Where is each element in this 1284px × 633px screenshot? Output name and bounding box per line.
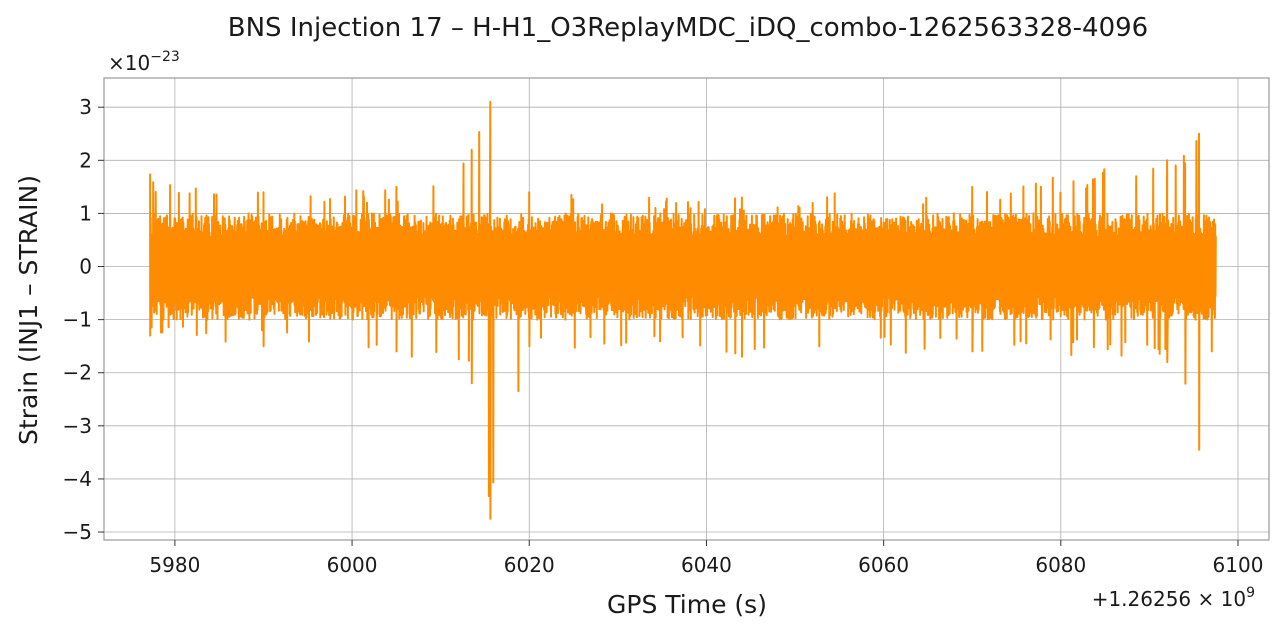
- strain-series: [149, 100, 1217, 520]
- y-tick-label: −2: [63, 361, 92, 385]
- y-multiplier-exponent: −23: [150, 49, 180, 65]
- y-multiplier: ×10−23: [108, 49, 180, 75]
- x-offset: +1.26256 × 109: [1092, 585, 1255, 611]
- y-tick-label: −4: [63, 467, 92, 491]
- y-tick-label: −1: [63, 308, 92, 332]
- y-tick-label: −5: [63, 520, 92, 544]
- x-tick-label: 6000: [327, 553, 378, 577]
- y-tick-label: 3: [79, 95, 92, 119]
- x-ticks: 5980 6000 6020 6040 6060 6080 6100: [149, 540, 1263, 577]
- axes-frame: [103, 77, 1270, 541]
- x-tick-label: 5980: [149, 553, 200, 577]
- x-tick-label: 6100: [1213, 553, 1264, 577]
- x-offset-exponent: 9: [1246, 585, 1255, 601]
- y-tick-label: 2: [79, 148, 92, 172]
- x-tick-label: 6080: [1035, 553, 1086, 577]
- strain-line: [149, 100, 1217, 520]
- y-tick-label: −3: [63, 414, 92, 438]
- chart-title: BNS Injection 17 – H-H1_O3ReplayMDC_iDQ_…: [228, 13, 1148, 43]
- y-tick-label: 0: [79, 255, 92, 279]
- y-tick-label: 1: [79, 201, 92, 225]
- y-axis-label: Strain (INJ1 – STRAIN): [14, 175, 43, 445]
- y-multiplier-base: ×10: [108, 51, 150, 75]
- x-tick-label: 6040: [681, 553, 732, 577]
- x-offset-base: +1.26256 × 10: [1092, 587, 1246, 611]
- x-tick-label: 6020: [504, 553, 555, 577]
- y-ticks: 3 2 1 0 −1 −2 −3 −4 −5: [63, 95, 104, 544]
- x-axis-label: GPS Time (s): [607, 590, 767, 619]
- x-tick-label: 6060: [858, 553, 909, 577]
